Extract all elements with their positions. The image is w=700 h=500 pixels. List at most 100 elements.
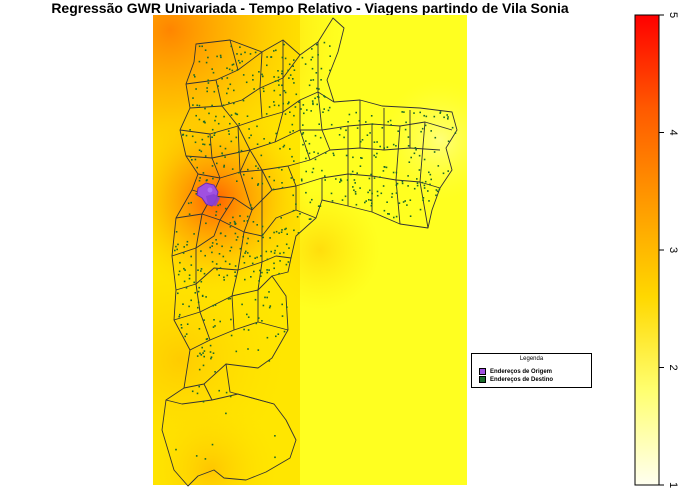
destination-point	[406, 204, 408, 206]
legend-label-destination: Endereços de Destino	[490, 377, 554, 384]
destination-point	[415, 148, 417, 151]
destination-point	[339, 127, 342, 130]
destination-point	[289, 111, 291, 113]
destination-point	[186, 323, 189, 325]
destination-point	[204, 107, 206, 110]
destination-point	[248, 128, 250, 130]
destination-point	[390, 124, 392, 126]
destination-point	[180, 327, 183, 329]
destination-point	[201, 45, 203, 48]
destination-point	[184, 335, 186, 338]
destination-point	[423, 187, 426, 189]
destination-point	[243, 328, 245, 331]
destination-point	[226, 77, 229, 79]
destination-point	[257, 184, 259, 186]
destination-point	[273, 262, 275, 265]
destination-point	[263, 90, 265, 93]
destination-point	[422, 199, 424, 202]
destination-point	[279, 260, 281, 262]
destination-point	[312, 79, 315, 81]
destination-point	[280, 231, 283, 233]
destination-point	[203, 319, 205, 321]
destination-point	[205, 222, 207, 225]
destination-point	[239, 247, 242, 250]
destination-point	[428, 171, 430, 174]
destination-point	[346, 179, 349, 181]
destination-point	[352, 186, 354, 188]
destination-point	[281, 182, 283, 184]
destination-point	[265, 250, 268, 253]
destination-point	[421, 181, 424, 184]
destination-point	[198, 328, 201, 330]
destination-point	[191, 390, 194, 393]
destination-point	[235, 350, 238, 353]
destination-point	[188, 305, 190, 308]
destination-point	[266, 336, 269, 339]
destination-point	[228, 101, 230, 104]
destination-point	[183, 280, 186, 283]
destination-point	[282, 146, 285, 148]
destination-point	[223, 279, 225, 281]
destination-point	[256, 125, 258, 128]
destination-point	[200, 150, 203, 153]
destination-point	[196, 392, 199, 395]
destination-point	[202, 364, 205, 367]
color-scale-ticks: 1 2 3 4 5	[659, 12, 679, 488]
destination-point	[305, 191, 307, 194]
legend-title: Legenda	[519, 356, 544, 362]
destination-point	[265, 113, 268, 115]
destination-point	[305, 170, 307, 173]
destination-point	[435, 189, 438, 191]
destination-point	[273, 231, 275, 234]
destination-point	[318, 88, 320, 90]
destination-point	[215, 210, 218, 213]
destination-point	[275, 132, 277, 135]
destination-point	[338, 134, 341, 136]
destination-point	[302, 124, 304, 126]
destination-point	[196, 355, 199, 357]
destination-point	[289, 74, 292, 76]
destination-point	[283, 90, 286, 92]
destination-point	[197, 269, 199, 271]
destination-point	[285, 227, 287, 230]
destination-point	[407, 185, 409, 187]
destination-point	[214, 371, 216, 373]
destination-point	[231, 69, 234, 72]
destination-point	[196, 166, 198, 169]
destination-point	[213, 134, 216, 136]
destination-point	[430, 178, 432, 181]
destination-point	[383, 166, 386, 168]
destination-point	[395, 145, 397, 147]
destination-point	[395, 215, 398, 218]
destination-point	[289, 131, 291, 134]
destination-point	[294, 106, 297, 108]
destination-point	[238, 151, 240, 153]
destination-point	[194, 158, 197, 161]
destination-point	[195, 193, 198, 195]
destination-point	[211, 136, 213, 138]
destination-point	[343, 136, 345, 139]
destination-point	[429, 183, 431, 186]
destination-point	[216, 55, 218, 58]
destination-point	[369, 132, 371, 134]
destination-point	[273, 179, 275, 182]
destination-point	[281, 303, 283, 306]
destination-point	[244, 278, 246, 281]
color-scale-tick-label: 3	[667, 247, 679, 253]
destination-point	[226, 274, 229, 277]
destination-point	[286, 233, 288, 235]
destination-point	[198, 60, 201, 63]
destination-point	[268, 306, 271, 309]
destination-point	[309, 201, 312, 204]
destination-point	[419, 111, 421, 114]
destination-point	[255, 322, 258, 325]
destination-point	[207, 79, 209, 82]
interpolation-surface	[153, 15, 467, 485]
destination-point	[207, 56, 209, 59]
destination-point	[210, 356, 213, 358]
destination-point	[266, 56, 268, 58]
destination-point	[251, 177, 253, 180]
destination-point	[309, 218, 312, 220]
destination-point	[266, 258, 269, 261]
destination-point	[249, 204, 252, 206]
